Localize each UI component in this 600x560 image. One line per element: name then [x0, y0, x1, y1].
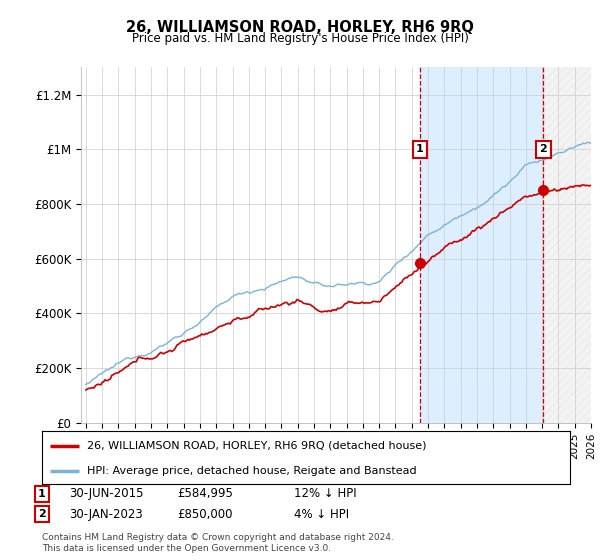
Text: £584,995: £584,995 — [177, 487, 233, 501]
Text: 2: 2 — [38, 509, 46, 519]
Bar — [544, 67, 599, 423]
Text: 30-JAN-2023: 30-JAN-2023 — [69, 507, 143, 521]
Text: 1: 1 — [416, 144, 424, 154]
Text: 30-JUN-2015: 30-JUN-2015 — [69, 487, 143, 501]
Text: 26, WILLIAMSON ROAD, HORLEY, RH6 9RQ (detached house): 26, WILLIAMSON ROAD, HORLEY, RH6 9RQ (de… — [87, 441, 427, 451]
Text: Price paid vs. HM Land Registry's House Price Index (HPI): Price paid vs. HM Land Registry's House … — [131, 32, 469, 45]
Text: Contains HM Land Registry data © Crown copyright and database right 2024.
This d: Contains HM Land Registry data © Crown c… — [42, 533, 394, 553]
Text: 1: 1 — [38, 489, 46, 499]
Text: 2: 2 — [539, 144, 547, 154]
Text: HPI: Average price, detached house, Reigate and Banstead: HPI: Average price, detached house, Reig… — [87, 466, 416, 476]
Text: 12% ↓ HPI: 12% ↓ HPI — [294, 487, 356, 501]
Text: £850,000: £850,000 — [177, 507, 233, 521]
Text: 4% ↓ HPI: 4% ↓ HPI — [294, 507, 349, 521]
Text: 26, WILLIAMSON ROAD, HORLEY, RH6 9RQ: 26, WILLIAMSON ROAD, HORLEY, RH6 9RQ — [126, 20, 474, 35]
Bar — [420, 67, 544, 423]
